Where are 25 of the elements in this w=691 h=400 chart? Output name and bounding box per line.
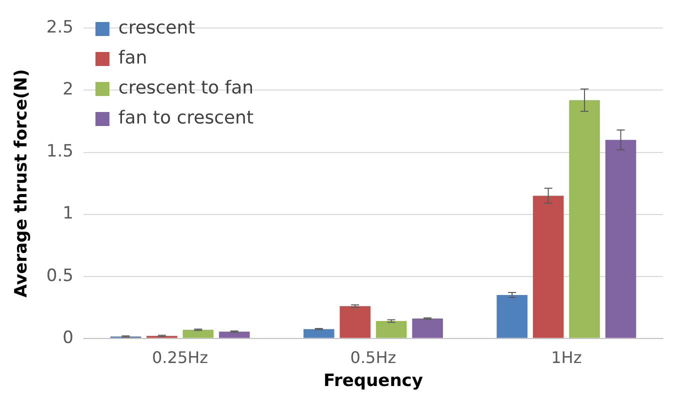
y-tick-label: 0.5 <box>46 266 74 286</box>
y-tick-label: 1.5 <box>46 142 74 162</box>
legend-label: crescent to fan <box>118 78 254 99</box>
x-tick-label: 1Hz <box>551 348 582 368</box>
bar <box>182 330 214 338</box>
y-tick-label: 2.5 <box>46 18 74 38</box>
bar <box>496 294 528 338</box>
x-tick-label: 0.25Hz <box>152 348 208 368</box>
bar <box>218 332 250 338</box>
legend-label: fan to crescent <box>118 108 254 129</box>
y-tick-label: 0 <box>62 328 74 348</box>
bar <box>605 140 636 338</box>
y-tick-label: 1 <box>62 204 74 224</box>
legend-label: fan <box>118 48 148 69</box>
bar <box>376 321 407 338</box>
x-tick-label: 0.5Hz <box>350 348 396 368</box>
y-tick-label: 2 <box>62 80 74 100</box>
legend-label: crescent <box>118 18 196 39</box>
y-axis-title: Average thrust force(N) <box>12 69 32 298</box>
bar <box>569 100 600 338</box>
x-axis-title: Frequency <box>323 371 423 392</box>
bar <box>303 329 334 338</box>
bar <box>340 306 370 338</box>
bar <box>532 196 564 338</box>
bar <box>412 318 443 338</box>
